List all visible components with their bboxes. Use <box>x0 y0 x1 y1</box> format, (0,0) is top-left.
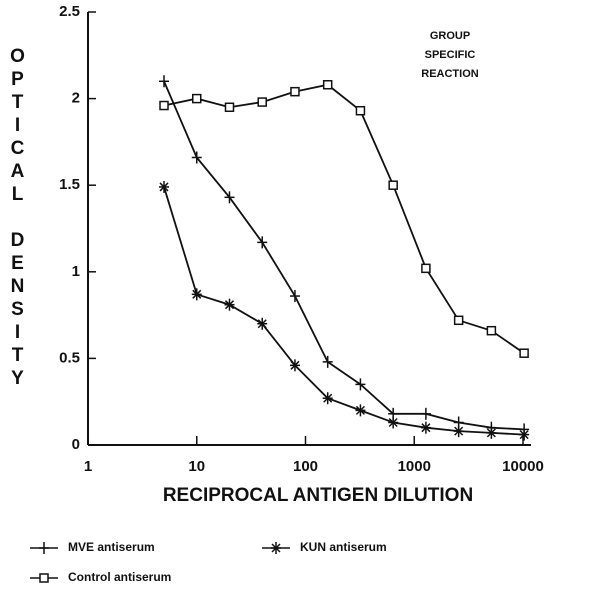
legend-label: KUN antiserum <box>300 540 387 554</box>
marker <box>159 75 170 88</box>
x-tick-label: 10000 <box>502 458 544 475</box>
legend-marker <box>39 573 49 583</box>
marker <box>420 407 431 420</box>
marker <box>224 298 235 311</box>
legend-marker <box>39 542 49 554</box>
marker <box>191 288 202 301</box>
marker <box>192 93 202 104</box>
annotation: SPECIFIC <box>425 49 476 61</box>
marker <box>519 428 530 441</box>
marker <box>355 105 366 116</box>
series-line <box>163 83 525 354</box>
marker <box>257 236 268 249</box>
marker <box>453 315 464 326</box>
legend-label: MVE antiserum <box>68 540 155 554</box>
marker <box>519 348 529 358</box>
marker <box>224 102 235 113</box>
x-tick-label: 100 <box>293 458 318 475</box>
marker <box>421 263 431 274</box>
series-line <box>163 80 525 431</box>
marker <box>322 392 333 405</box>
y-tick-label: 2.5 <box>59 3 80 20</box>
marker <box>224 191 235 204</box>
y-tick-label: 1 <box>72 263 80 280</box>
marker <box>486 325 497 336</box>
series-line <box>163 186 525 436</box>
y-tick-label: 0.5 <box>59 349 80 366</box>
y-axis-title: OPTICAL DENSITY <box>7 45 28 391</box>
annotation: GROUP <box>430 30 470 42</box>
marker <box>290 86 300 97</box>
y-tick-label: 2 <box>72 90 80 107</box>
marker <box>159 100 169 111</box>
marker <box>355 378 366 391</box>
y-tick-label: 1.5 <box>59 176 80 193</box>
marker <box>289 290 300 303</box>
marker <box>159 180 170 193</box>
marker <box>322 355 333 368</box>
annotation: REACTION <box>421 68 479 80</box>
marker <box>289 359 300 372</box>
legend-marker <box>271 542 281 554</box>
marker <box>355 404 366 417</box>
marker <box>486 426 497 439</box>
x-tick-label: 1 <box>84 458 92 475</box>
x-axis-title: RECIPROCAL ANTIGEN DILUTION <box>163 485 473 506</box>
marker <box>453 425 464 438</box>
x-tick-label: 1000 <box>398 458 431 475</box>
marker <box>388 180 398 190</box>
y-tick-label: 0 <box>72 436 80 453</box>
legend-label: Control antiserum <box>68 570 171 584</box>
marker <box>257 317 268 330</box>
marker <box>257 97 267 107</box>
x-tick-label: 10 <box>188 458 205 475</box>
marker <box>388 416 399 429</box>
marker <box>420 421 431 434</box>
marker <box>322 79 333 90</box>
marker <box>191 151 202 164</box>
